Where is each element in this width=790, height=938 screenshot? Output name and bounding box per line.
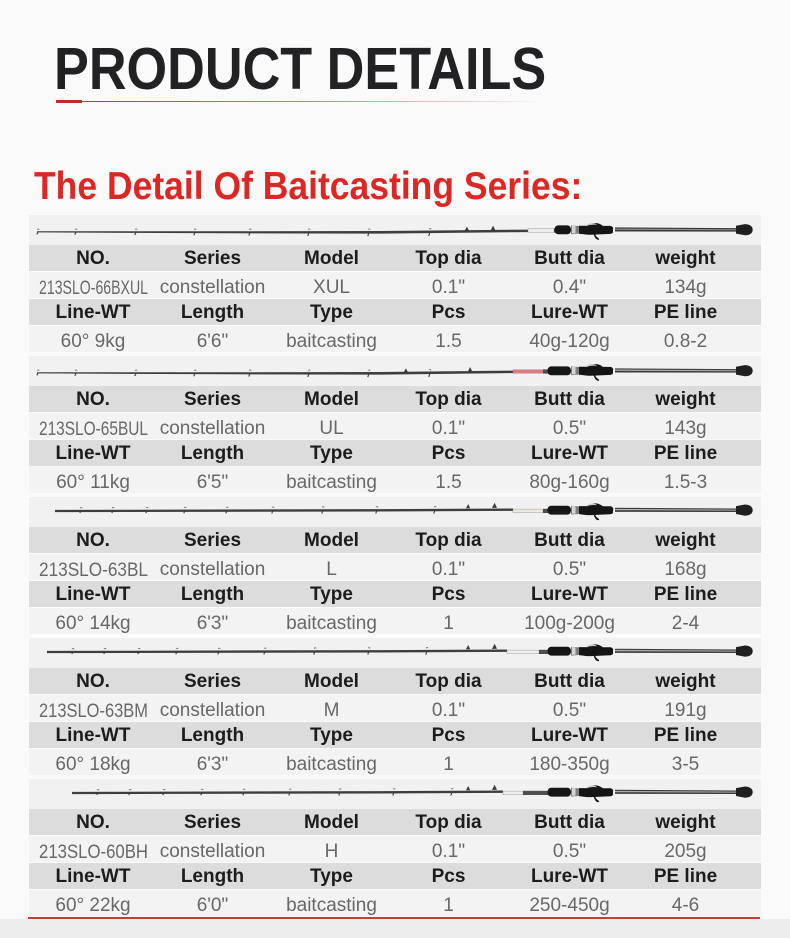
svg-text:213SLO-65BUL: 213SLO-65BUL xyxy=(39,419,148,439)
svg-text:213SLO-60BH: 213SLO-60BH xyxy=(39,842,148,862)
svg-text:213SLO-66BXUL: 213SLO-66BXUL xyxy=(39,278,148,298)
svg-text:213SLO-63BM: 213SLO-63BM xyxy=(39,701,148,721)
svg-text:213SLO-63BL: 213SLO-63BL xyxy=(39,560,148,580)
